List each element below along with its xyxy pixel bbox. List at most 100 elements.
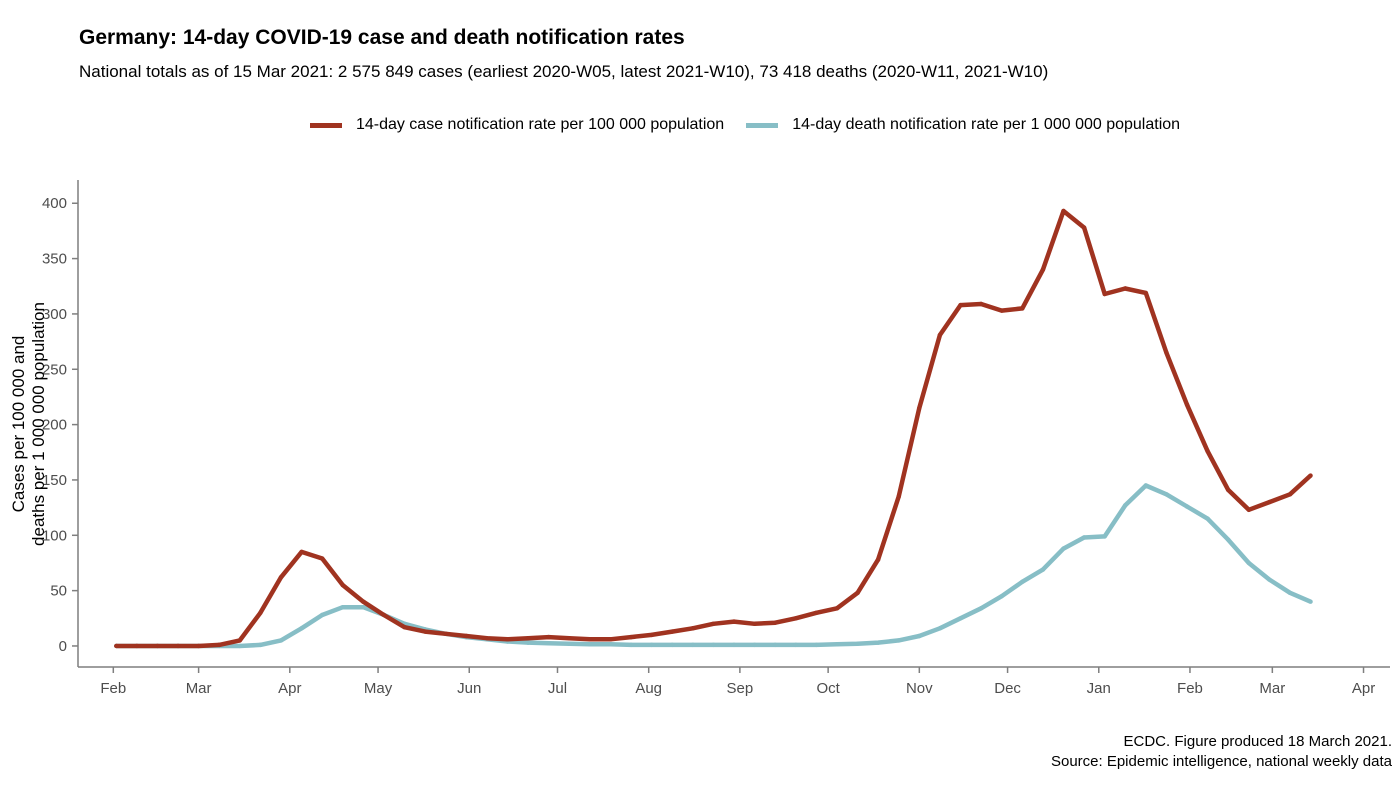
y-tick-label: 50 (50, 583, 67, 600)
x-tick-label: Oct (816, 680, 840, 697)
x-tick-label: Nov (906, 680, 933, 697)
data-point-deaths (855, 641, 860, 646)
data-point-cases (1040, 267, 1046, 272)
data-point-deaths (814, 642, 819, 648)
data-point-cases (875, 557, 881, 562)
data-point-deaths (1308, 599, 1313, 604)
data-point-cases (752, 621, 757, 627)
data-point-deaths (711, 642, 716, 648)
data-point-cases (299, 549, 304, 555)
data-point-deaths (937, 626, 943, 631)
data-point-deaths (525, 640, 531, 645)
legend-swatch-deaths (746, 122, 779, 128)
data-point-deaths (978, 606, 984, 611)
y-tick-label: 400 (42, 195, 67, 212)
data-point-cases (278, 575, 284, 580)
data-point-deaths (1184, 504, 1190, 509)
data-point-cases (484, 636, 490, 641)
data-point-cases (1020, 306, 1025, 311)
data-point-deaths (875, 640, 881, 645)
data-point-deaths (340, 605, 345, 610)
data-point-deaths (731, 642, 737, 648)
data-point-cases (1164, 350, 1169, 355)
series-line-cases (116, 208, 1313, 649)
data-point-cases (1081, 225, 1087, 230)
data-point-cases (1226, 487, 1231, 493)
data-point-cases (155, 643, 160, 649)
data-point-deaths (1061, 546, 1066, 551)
data-point-cases (793, 616, 798, 621)
y-tick-label: 350 (42, 251, 67, 268)
x-tick-label: Apr (1352, 680, 1375, 697)
x-tick-label: Feb (1177, 680, 1203, 697)
x-tick-label: May (364, 680, 393, 697)
legend-item-cases: 14-day case notification rate per 100 00… (309, 116, 724, 134)
data-point-deaths (587, 642, 593, 647)
data-point-deaths (1226, 537, 1231, 542)
data-point-deaths (1123, 503, 1128, 508)
y-axis-label-line2: deaths per 1 000 000 population (29, 302, 48, 546)
data-point-cases (628, 634, 634, 640)
data-point-cases (237, 638, 242, 643)
data-point-cases (134, 643, 140, 649)
data-point-cases (422, 629, 428, 634)
data-point-cases (546, 634, 551, 640)
data-point-cases (464, 633, 469, 639)
data-point-deaths (361, 605, 366, 610)
data-point-cases (1246, 507, 1251, 513)
y-tick-label: 150 (42, 472, 67, 489)
data-point-deaths (670, 642, 675, 648)
caption-line-1: ECDC. Figure produced 18 March 2021. (1123, 733, 1392, 750)
data-point-deaths (896, 638, 901, 643)
data-point-deaths (1102, 534, 1107, 539)
data-point-deaths (278, 638, 284, 643)
data-point-cases (196, 643, 201, 649)
x-tick-label: Apr (278, 680, 301, 697)
x-tick-label: Jan (1087, 680, 1111, 697)
data-point-cases (999, 308, 1004, 313)
x-tick-label: Dec (994, 680, 1021, 697)
chart-title: Germany: 14-day COVID-19 case and death … (79, 26, 685, 49)
data-point-deaths (237, 643, 242, 649)
x-tick-label: Mar (1259, 680, 1285, 697)
data-point-deaths (1040, 567, 1046, 572)
y-tick-label: 200 (42, 417, 67, 434)
y-axis-label-line1: Cases per 100 000 and (9, 336, 28, 513)
data-point-cases (340, 582, 345, 588)
y-tick-label: 0 (59, 638, 67, 655)
data-point-deaths (958, 616, 963, 621)
data-point-cases (814, 610, 819, 615)
data-point-cases (361, 599, 366, 604)
data-point-cases (1308, 473, 1313, 478)
data-point-cases (258, 610, 263, 615)
data-point-deaths (999, 593, 1004, 599)
data-point-cases (1123, 286, 1128, 291)
data-point-cases (525, 636, 531, 641)
data-point-cases (608, 637, 613, 642)
data-point-deaths (546, 641, 551, 646)
data-point-cases (834, 606, 840, 611)
data-point-cases (649, 632, 654, 638)
data-point-deaths (649, 642, 654, 648)
data-point-cases (855, 590, 860, 596)
data-point-deaths (752, 642, 757, 648)
data-point-deaths (793, 642, 798, 648)
data-point-deaths (1287, 590, 1293, 596)
data-point-cases (731, 619, 737, 624)
data-point-cases (567, 636, 572, 641)
data-point-cases (505, 637, 510, 642)
data-point-deaths (258, 642, 263, 648)
data-point-cases (896, 494, 901, 499)
data-point-cases (443, 631, 448, 636)
legend-label-deaths: 14-day death notification rate per 1 000… (792, 116, 1181, 133)
data-point-cases (1184, 402, 1190, 407)
data-point-cases (1267, 499, 1272, 505)
chart-subtitle: National totals as of 15 Mar 2021: 2 575… (79, 62, 1049, 81)
data-point-cases (587, 637, 593, 642)
data-point-deaths (299, 626, 304, 631)
data-point-cases (1205, 448, 1210, 454)
data-point-deaths (917, 633, 922, 639)
y-tick-label: 100 (42, 527, 67, 544)
x-tick-label: Aug (635, 680, 662, 697)
data-point-cases (114, 643, 119, 649)
